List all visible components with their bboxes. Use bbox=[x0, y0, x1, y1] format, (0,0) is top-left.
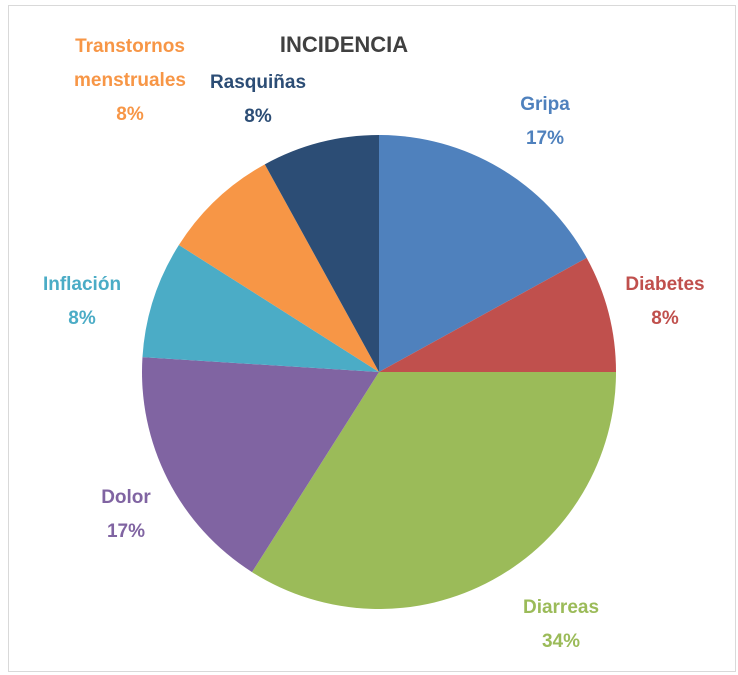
data-label: Rasquiñas 8% bbox=[210, 66, 306, 134]
category-label: Dolor bbox=[101, 487, 151, 508]
category-label: Diarreas bbox=[522, 597, 600, 618]
pie-slice bbox=[264, 135, 379, 372]
category-label: Rasquiñas bbox=[209, 72, 307, 93]
pie-slice bbox=[142, 245, 379, 372]
value-label: 8% bbox=[651, 308, 679, 329]
value-label: 17% bbox=[106, 521, 146, 542]
value-label: 8% bbox=[116, 104, 144, 125]
category-label: Gripa bbox=[520, 94, 570, 115]
chart-title: INCIDENCIA bbox=[279, 32, 409, 57]
pie-slice bbox=[379, 135, 587, 372]
data-label: Diarreas 34% bbox=[523, 591, 599, 659]
category-label: Diabetes bbox=[625, 274, 705, 295]
data-label: Transtornos menstruales 8% bbox=[69, 30, 191, 132]
chart-border bbox=[8, 5, 736, 672]
value-label: 17% bbox=[525, 128, 565, 149]
pie-slice bbox=[379, 257, 616, 372]
data-label: Dolor 17% bbox=[101, 481, 151, 549]
category-label: Inflación bbox=[42, 274, 122, 295]
data-label: Inflación 8% bbox=[43, 268, 121, 336]
pie-slice bbox=[252, 372, 617, 609]
category-label: Transtornos menstruales bbox=[74, 36, 186, 91]
data-label: Gripa 17% bbox=[520, 88, 570, 156]
pie-slice bbox=[178, 164, 379, 372]
data-label: Diabetes 8% bbox=[625, 268, 704, 336]
pie-slice bbox=[142, 357, 379, 573]
value-label: 34% bbox=[541, 631, 581, 652]
value-label: 8% bbox=[244, 106, 272, 127]
value-label: 8% bbox=[68, 308, 96, 329]
